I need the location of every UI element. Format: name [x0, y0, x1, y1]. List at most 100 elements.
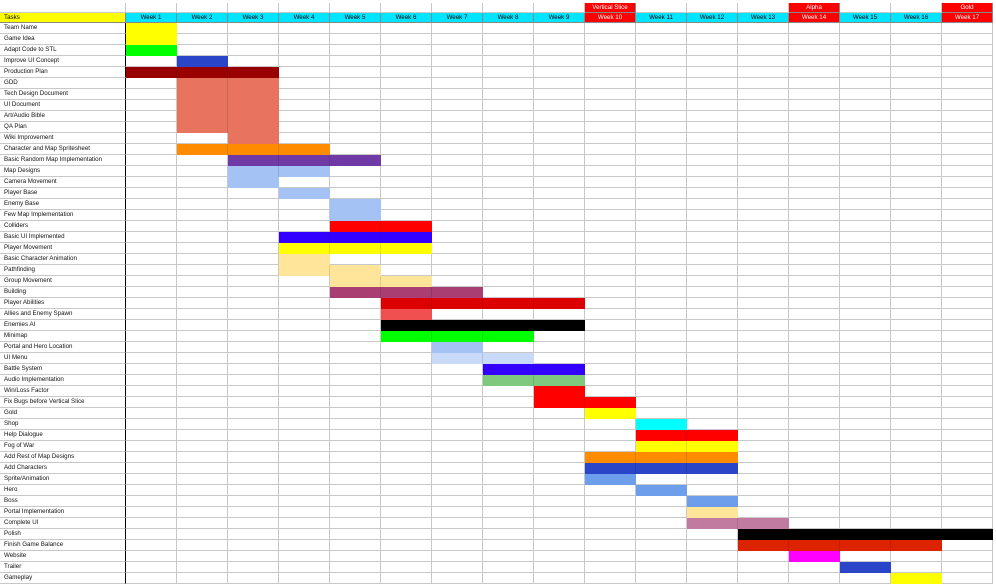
grid-cell[interactable]	[738, 243, 789, 254]
grid-cell[interactable]	[177, 45, 228, 56]
grid-cell[interactable]	[840, 23, 891, 34]
grid-cell[interactable]	[840, 67, 891, 78]
grid-cell[interactable]	[585, 221, 636, 232]
grid-cell[interactable]	[585, 243, 636, 254]
grid-cell[interactable]	[483, 386, 534, 397]
grid-cell[interactable]	[585, 133, 636, 144]
grid-cell[interactable]	[330, 397, 381, 408]
grid-cell[interactable]	[177, 210, 228, 221]
week-header-cell[interactable]: Week 17	[942, 13, 993, 23]
task-name-cell[interactable]: Trailer	[0, 562, 126, 573]
task-name-cell[interactable]: Colliders	[0, 221, 126, 232]
grid-cell[interactable]	[279, 430, 330, 441]
grid-cell[interactable]	[177, 155, 228, 166]
grid-cell[interactable]	[738, 375, 789, 386]
task-name-cell[interactable]: Win/Loss Factor	[0, 386, 126, 397]
task-name-cell[interactable]: Boss	[0, 496, 126, 507]
grid-cell[interactable]	[483, 100, 534, 111]
grid-cell[interactable]	[381, 452, 432, 463]
grid-cell[interactable]	[177, 496, 228, 507]
grid-cell[interactable]	[330, 166, 381, 177]
grid-cell[interactable]	[228, 353, 279, 364]
grid-cell[interactable]	[432, 23, 483, 34]
grid-cell[interactable]	[636, 265, 687, 276]
grid-cell[interactable]	[840, 199, 891, 210]
grid-cell[interactable]	[585, 419, 636, 430]
week-header-cell[interactable]: Week 2	[177, 13, 228, 23]
grid-cell[interactable]	[636, 188, 687, 199]
grid-cell[interactable]	[279, 320, 330, 331]
grid-cell[interactable]	[585, 364, 636, 375]
grid-cell[interactable]	[330, 67, 381, 78]
grid-cell[interactable]	[942, 56, 993, 67]
grid-cell[interactable]	[483, 430, 534, 441]
grid-cell[interactable]	[585, 496, 636, 507]
grid-cell[interactable]	[636, 34, 687, 45]
grid-cell[interactable]	[330, 529, 381, 540]
grid-cell[interactable]	[738, 144, 789, 155]
task-name-cell[interactable]: Enemies AI	[0, 320, 126, 331]
week-header-cell[interactable]: Week 12	[687, 13, 738, 23]
grid-cell[interactable]	[891, 320, 942, 331]
task-name-cell[interactable]: Team Name	[0, 23, 126, 34]
grid-cell[interactable]	[483, 551, 534, 562]
grid-cell[interactable]	[534, 232, 585, 243]
grid-cell[interactable]	[177, 331, 228, 342]
grid-cell[interactable]	[534, 199, 585, 210]
grid-cell[interactable]	[432, 155, 483, 166]
task-name-cell[interactable]: Improve UI Concept	[0, 56, 126, 67]
task-name-cell[interactable]: Player Movement	[0, 243, 126, 254]
grid-cell[interactable]	[279, 419, 330, 430]
grid-cell[interactable]	[687, 474, 738, 485]
grid-cell[interactable]	[738, 507, 789, 518]
grid-cell[interactable]	[738, 56, 789, 67]
grid-cell[interactable]	[687, 155, 738, 166]
task-name-cell[interactable]: UI Document	[0, 100, 126, 111]
grid-cell[interactable]	[126, 331, 177, 342]
grid-cell[interactable]	[942, 463, 993, 474]
week-header-cell[interactable]: Week 11	[636, 13, 687, 23]
grid-cell[interactable]	[483, 166, 534, 177]
milestone-cell[interactable]	[738, 3, 789, 13]
grid-cell[interactable]	[891, 375, 942, 386]
grid-cell[interactable]	[432, 507, 483, 518]
milestone-cell[interactable]	[330, 3, 381, 13]
grid-cell[interactable]	[942, 430, 993, 441]
milestone-cell[interactable]	[483, 3, 534, 13]
grid-cell[interactable]	[891, 298, 942, 309]
grid-cell[interactable]	[840, 210, 891, 221]
grid-cell[interactable]	[228, 551, 279, 562]
grid-cell[interactable]	[177, 232, 228, 243]
grid-cell[interactable]	[483, 265, 534, 276]
grid-cell[interactable]	[126, 540, 177, 551]
grid-cell[interactable]	[942, 221, 993, 232]
task-name-cell[interactable]: Polish	[0, 529, 126, 540]
grid-cell[interactable]	[636, 518, 687, 529]
grid-cell[interactable]	[177, 562, 228, 573]
grid-cell[interactable]	[432, 144, 483, 155]
grid-cell[interactable]	[891, 34, 942, 45]
grid-cell[interactable]	[585, 485, 636, 496]
grid-cell[interactable]	[840, 56, 891, 67]
grid-cell[interactable]	[534, 100, 585, 111]
grid-cell[interactable]	[432, 551, 483, 562]
grid-cell[interactable]	[534, 122, 585, 133]
grid-cell[interactable]	[483, 485, 534, 496]
task-name-cell[interactable]: Art/Audio Bible	[0, 111, 126, 122]
grid-cell[interactable]	[432, 276, 483, 287]
grid-cell[interactable]	[891, 408, 942, 419]
grid-cell[interactable]	[789, 331, 840, 342]
grid-cell[interactable]	[381, 540, 432, 551]
grid-cell[interactable]	[330, 353, 381, 364]
grid-cell[interactable]	[585, 199, 636, 210]
grid-cell[interactable]	[381, 529, 432, 540]
grid-cell[interactable]	[279, 474, 330, 485]
grid-cell[interactable]	[534, 496, 585, 507]
task-name-cell[interactable]: Basic Random Map Implementation	[0, 155, 126, 166]
task-name-cell[interactable]: Add Rest of Map Designs	[0, 452, 126, 463]
grid-cell[interactable]	[636, 56, 687, 67]
grid-cell[interactable]	[330, 485, 381, 496]
grid-cell[interactable]	[126, 408, 177, 419]
grid-cell[interactable]	[636, 111, 687, 122]
grid-cell[interactable]	[534, 45, 585, 56]
